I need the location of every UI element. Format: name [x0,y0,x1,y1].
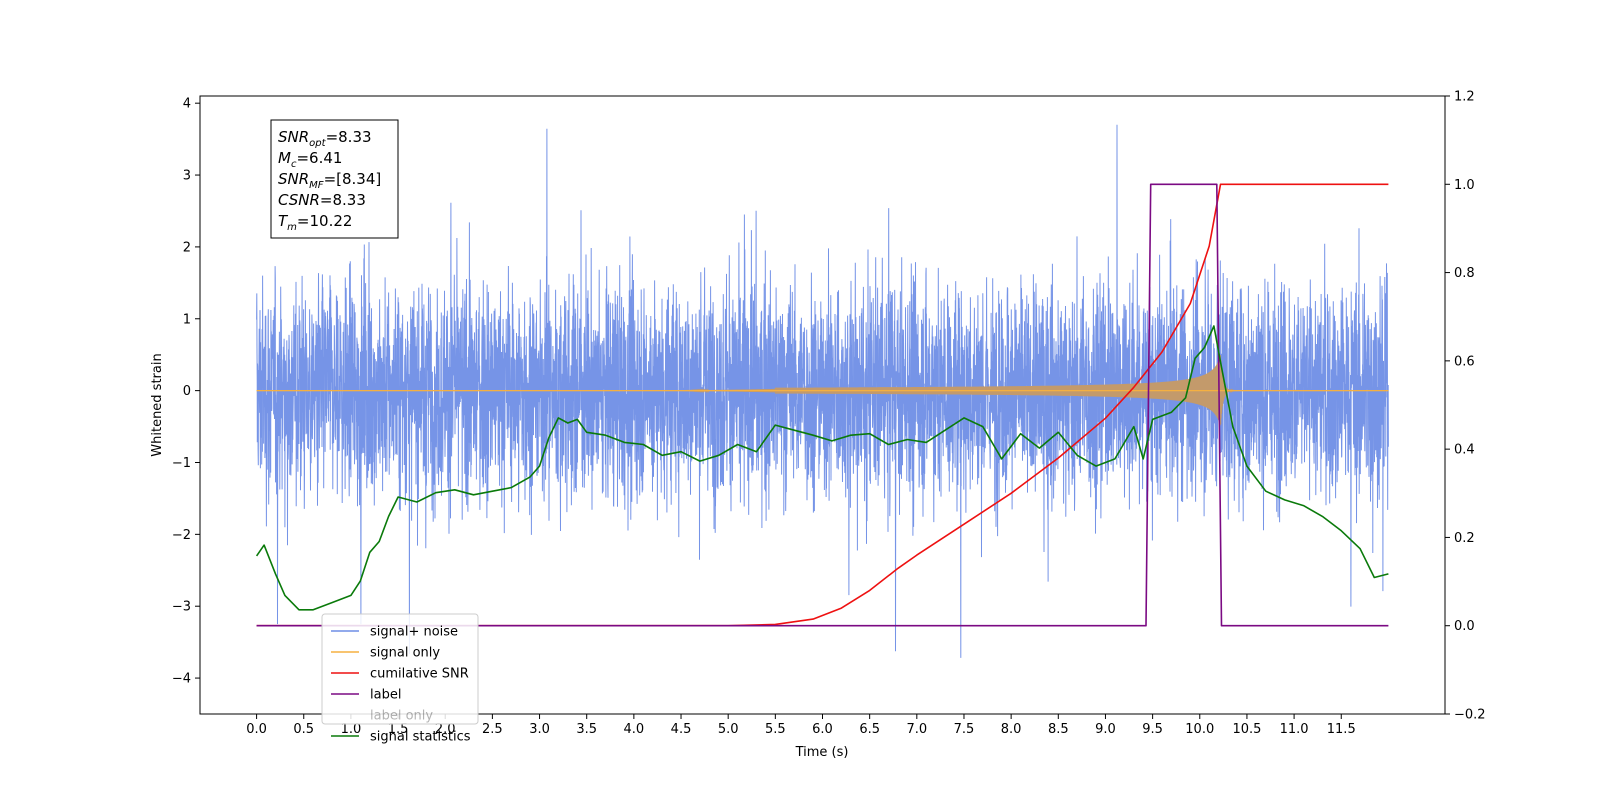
info-line: Mc=6.41 [278,149,342,170]
x-tick-label: 11.0 [1280,722,1309,737]
y-axis-label: Whitened strain [150,353,165,456]
y2-tick-label: 0.6 [1454,354,1475,369]
x-axis-label: Time (s) [795,745,849,760]
y2-tick-label: 0.4 [1454,443,1475,458]
series-lines [255,183,1389,627]
x-tick-label: 3.0 [529,722,550,737]
legend-label: signal only [370,646,440,661]
x-tick-label: 4.0 [624,722,645,737]
y-tick-label: 1 [183,312,191,327]
x-tick-label: 11.5 [1327,722,1356,737]
y-tick-label: −1 [172,456,191,471]
y2-tick-label: 0.0 [1454,619,1475,634]
y-tick-label: 0 [183,384,191,399]
y2-tick-label: 0.2 [1454,531,1475,546]
x-tick-label: 9.0 [1095,722,1116,737]
info-line: Tm=10.22 [278,212,352,233]
x-tick-label: 2.0 [435,722,456,737]
x-tick-label: 8.5 [1048,722,1069,737]
info-line: SNRMF=[8.34] [278,170,381,191]
y-tick-label: 3 [183,169,191,184]
y2-axis-ticks: 1.2 1.0 0.8 0.6 0.4 0.2 0.0 −0.2 [1445,90,1486,723]
x-tick-label: 7.5 [954,722,975,737]
y2-tick-label: 1.0 [1454,178,1475,193]
y-tick-label: −4 [172,672,191,687]
y-axis-ticks: 4 3 2 1 0 −1 −2 −3 −4 [172,97,200,687]
x-tick-label: 0.5 [293,722,314,737]
x-axis-ticks: 0.0 0.5 1.0 1.5 2.0 2.5 3.0 3.5 4.0 4.5 5.0 5.5 6.0 6… [246,714,1356,737]
x-tick-label: 3.5 [576,722,597,737]
x-tick-label: 6.0 [812,722,833,737]
signal-noise-line [256,124,1389,658]
y2-tick-label: −0.2 [1454,708,1486,723]
series-signal-noise [256,124,1389,658]
x-tick-label: 4.5 [671,722,692,737]
info-line: SNRopt=8.33 [278,128,372,149]
y2-tick-label: 0.8 [1454,266,1475,281]
y-tick-label: −2 [172,528,191,543]
x-tick-label: 9.5 [1142,722,1163,737]
x-tick-label: 0.0 [246,722,267,737]
y-tick-label: 2 [183,240,191,255]
y2-tick-label: 1.2 [1454,90,1475,105]
x-tick-label: 1.0 [341,722,362,737]
x-tick-label: 5.0 [718,722,739,737]
y-tick-label: −3 [172,600,191,615]
series-signal-only [256,354,1389,426]
x-tick-label: 10.0 [1185,722,1214,737]
x-tick-label: 6.5 [859,722,880,737]
x-tick-label: 1.5 [388,722,409,737]
legend-label: signal statistics [370,730,471,745]
legend-label: signal+ noise [370,625,458,640]
signal-statistics-line [255,325,1389,611]
legend: signal+ noise signal only cumilative SNR la… [321,613,479,745]
cumulative-snr-line [256,183,1389,627]
label-line [256,183,1389,627]
x-tick-label: 5.5 [765,722,786,737]
info-line: CSNR=8.33 [278,191,366,209]
y-tick-label: 4 [183,97,191,112]
legend-label: cumilative SNR [370,667,469,682]
x-tick-label: 8.0 [1001,722,1022,737]
x-tick-label: 2.5 [482,722,503,737]
x-tick-label: 7.0 [906,722,927,737]
legend-label: label only [370,709,433,724]
legend-label: label [370,688,401,703]
x-tick-label: 10.5 [1232,722,1261,737]
